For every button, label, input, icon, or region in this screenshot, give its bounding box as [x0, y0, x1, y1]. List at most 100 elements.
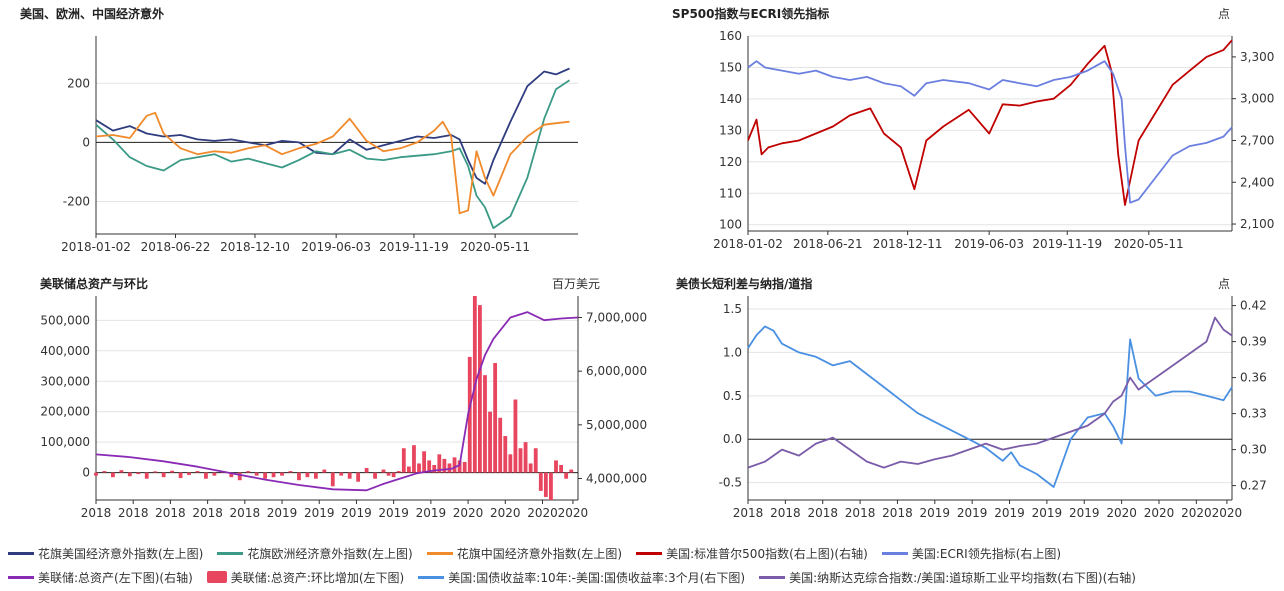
y-tick-label: 110: [719, 186, 742, 200]
x-tick-label: 2020: [1106, 506, 1137, 520]
unit-label: 百万美元: [552, 277, 600, 291]
bar-mark: [356, 472, 361, 482]
bar-mark: [406, 466, 411, 473]
x-tick-label: 2018: [192, 506, 223, 520]
x-tick-label: 2019: [994, 506, 1025, 520]
x-tick-label: 2020: [453, 506, 484, 520]
bar-mark: [559, 464, 563, 473]
x-tick-label: 2018-01-02: [713, 237, 783, 251]
legend-item[interactable]: 美国:纳斯达克综合指数:/美国:道琼斯工业平均指数(右下图)(右轴): [759, 569, 1136, 586]
legend-label: 花旗中国经济意外指数(左上图): [456, 546, 623, 561]
bar-mark: [313, 472, 318, 479]
bar-mark: [386, 472, 391, 476]
series-line-ecri: [747, 60, 1233, 204]
bar-mark: [427, 460, 432, 473]
legend-swatch: [636, 551, 663, 555]
series-line-citi_eu: [95, 79, 570, 230]
bar-mark: [533, 448, 538, 473]
bar-mark: [391, 472, 396, 478]
y2-tick-label: 0.33: [1240, 407, 1267, 421]
bar-mark: [119, 470, 124, 473]
bar-mark: [212, 472, 217, 476]
bar-mark: [513, 399, 518, 473]
x-tick-label: 2019: [416, 506, 447, 520]
bar-mark: [373, 472, 377, 479]
x-tick-label: 2020: [1181, 506, 1212, 520]
legend-swatch: [8, 551, 34, 555]
y-tick-label: 500,000: [40, 313, 90, 327]
y2-tick-label: 6,000,000: [586, 364, 647, 378]
bar-mark: [518, 448, 523, 473]
y-tick-label: 140: [719, 92, 742, 106]
y-tick-label: 0.0: [723, 432, 742, 446]
bar-mark: [498, 417, 503, 473]
legend-swatch: [206, 571, 227, 583]
bar-mark: [127, 472, 132, 477]
bar-mark: [153, 471, 158, 473]
legend-label: 花旗欧洲经济意外指数(左上图): [247, 546, 413, 561]
legend-item[interactable]: 美联储:总资产:环比增加(左下图): [206, 569, 404, 586]
bar-mark: [457, 460, 462, 473]
x-tick-label: 2018: [230, 506, 261, 520]
y2-tick-label: 2,100: [1240, 217, 1274, 231]
bar-mark: [447, 463, 452, 473]
legend-label: 美国:ECRI领先指标(右上图): [911, 546, 1062, 561]
y2-tick-label: 3,300: [1240, 50, 1274, 64]
y2-tick-label: 0.27: [1240, 479, 1267, 493]
x-tick-label: 2019-11-19: [379, 240, 449, 254]
x-tick-label: 2020: [490, 506, 521, 520]
bar-mark: [462, 461, 467, 473]
x-tick-label: 2018: [770, 506, 801, 520]
legend-item[interactable]: 花旗中国经济意外指数(左上图): [426, 545, 623, 562]
unit-label: 点: [1218, 7, 1230, 21]
x-tick-label: 2018-01-02: [61, 240, 131, 254]
bar-mark: [437, 454, 442, 473]
bar-mark: [136, 472, 141, 475]
y-tick-label: 120: [719, 155, 742, 169]
y-tick-label: 100: [719, 218, 742, 232]
legend-item[interactable]: 花旗欧洲经济意外指数(左上图): [217, 545, 413, 562]
bar-mark: [339, 472, 344, 476]
legend-label: 美联储:总资产(左下图)(右轴): [38, 570, 193, 585]
x-tick-label: 2018: [81, 506, 112, 520]
x-tick-label: 2019: [267, 506, 298, 520]
legend-item[interactable]: 花旗美国经济意外指数(左上图): [8, 545, 203, 562]
bar-mark: [508, 454, 513, 473]
legend-row-2: 美联储:总资产(左下图)(右轴) 美联储:总资产:环比增加(左下图) 美国:国债收益…: [8, 565, 1278, 589]
bar-mark: [412, 445, 416, 473]
y2-tick-label: 5,000,000: [586, 418, 647, 432]
bar-mark: [144, 472, 149, 479]
bar-mark: [554, 460, 558, 473]
bar-mark: [467, 356, 472, 473]
legend-item[interactable]: 美国:ECRI领先指标(右上图): [881, 545, 1062, 562]
legend-item[interactable]: 美国:标准普尔500指数(右上图)(右轴): [636, 545, 868, 562]
chart-fed_assets: 美联储总资产与环比 百万美元 500,000 400,000 300,000 200,00…: [40, 276, 647, 520]
chart-title: 美债长短利差与纳指/道指: [676, 276, 812, 291]
legend-item[interactable]: 美国:国债收益率:10年:-美国:国债收益率:3个月(右下图): [418, 569, 745, 586]
legend-label: 花旗美国经济意外指数(左上图): [38, 546, 204, 561]
chart-yield_spread: 美债长短利差与纳指/道指 点 1.5 1.0 0.5 0.0 -0.5 0.42 0.39 0.3…: [676, 276, 1267, 520]
x-tick-label: 2018: [733, 506, 764, 520]
x-tick-label: 2019: [378, 506, 409, 520]
bar-mark: [170, 470, 175, 473]
bar-mark: [204, 472, 208, 479]
legend-row-1: 花旗美国经济意外指数(左上图) 花旗欧洲经济意外指数(左上图) 花旗中国经济意外指数…: [8, 541, 1278, 565]
x-tick-label: 2018: [118, 506, 149, 520]
legend-swatch: [418, 575, 445, 579]
bar-mark: [452, 457, 457, 473]
y2-tick-label: 3,000: [1240, 92, 1274, 106]
legend-swatch: [8, 575, 34, 579]
y-tick-label: 200: [67, 76, 90, 90]
bar-mark: [246, 471, 251, 473]
bar-mark: [297, 472, 301, 481]
chart-canvas: 美国、欧洲、中国经济意外 200 0 -200 2018-01-02 2018-06-22…: [20, 6, 1274, 520]
legend-item[interactable]: 美联储:总资产(左下图)(右轴): [8, 569, 193, 586]
chart-title: 美国、欧洲、中国经济意外: [20, 6, 164, 21]
y2-tick-label: 0.36: [1240, 371, 1267, 385]
bar-mark: [94, 472, 98, 476]
y2-tick-label: 0.39: [1240, 335, 1267, 349]
y-tick-label: 1.5: [723, 302, 742, 316]
bar-mark: [493, 362, 498, 473]
y-tick-label: -0.5: [719, 476, 742, 490]
series-line-fed_assets: [95, 311, 579, 492]
